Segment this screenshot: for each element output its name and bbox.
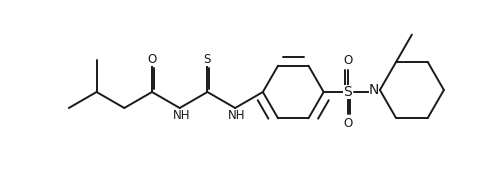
- Text: O: O: [343, 54, 352, 67]
- Text: S: S: [204, 53, 211, 66]
- Text: O: O: [343, 117, 352, 130]
- Text: N: N: [369, 82, 379, 96]
- Text: O: O: [148, 53, 156, 66]
- Text: NH: NH: [173, 109, 190, 122]
- Text: NH: NH: [228, 109, 246, 122]
- Text: S: S: [343, 85, 352, 99]
